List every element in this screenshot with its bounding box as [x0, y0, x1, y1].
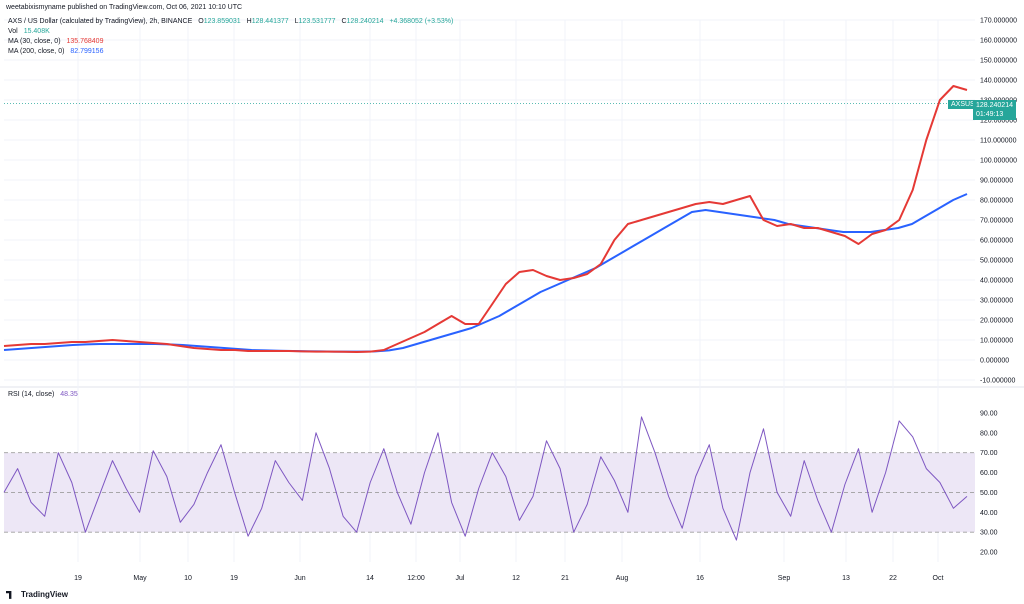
time-tick-label: Aug — [616, 575, 629, 582]
price-tick-label: 150.000000 — [980, 58, 1017, 65]
ma30-label: MA (30, close, 0) — [8, 38, 61, 45]
high-label: H — [246, 18, 252, 25]
ma30-line — [3, 85, 968, 353]
price-tick-label: 170.000000 — [980, 18, 1017, 25]
rsi-tick-label: 90.00 — [980, 410, 998, 417]
ma200-value: 82.799156 — [70, 48, 104, 55]
rsi-tick-label: 70.00 — [980, 450, 998, 457]
low-label: L — [294, 18, 299, 25]
symbol-tag: AXSUSD — [948, 100, 983, 109]
time-tick-label: Sep — [778, 575, 791, 582]
price-tick-label: 140.000000 — [980, 78, 1017, 85]
price-tick-label: 90.000000 — [980, 178, 1013, 185]
rsi-band — [4, 452, 975, 533]
time-tick-label: 10 — [184, 575, 192, 582]
volume-value: 15.408K — [23, 28, 50, 35]
low-value: 123.531777 — [298, 18, 336, 25]
price-tag: 128.240214 01:49:13 — [973, 100, 1016, 120]
ma30-series — [3, 85, 968, 353]
rsi-series — [3, 416, 968, 541]
rsi-line — [3, 416, 968, 541]
ma200-line — [3, 193, 968, 353]
publisher-caption: weetabixismyname published on TradingVie… — [6, 4, 243, 11]
rsi-label: RSI (14, close) — [8, 391, 55, 398]
time-tick-label: 14 — [366, 575, 374, 582]
rsi-tick-label: 50.00 — [980, 490, 998, 497]
time-tick-label: 16 — [696, 575, 704, 582]
rsi-tick-label: 40.00 — [980, 510, 998, 517]
time-tick-label: 19 — [230, 575, 238, 582]
time-tick-label: 12 — [512, 575, 520, 582]
high-value: 128.441377 — [251, 18, 289, 25]
ma200-legend: MA (200, close, 0) 82.799156 — [8, 48, 103, 55]
open-label: O — [198, 18, 204, 25]
volume-label: Vol — [8, 28, 18, 35]
rsi-axis: 90.00 80.00 70.00 60.00 50.00 40.00 30.00 20.00 — [980, 410, 998, 556]
close-label: C — [341, 18, 347, 25]
ma30-legend: MA (30, close, 0) 135.768409 — [8, 38, 103, 45]
price-tick-label: 120.000000 — [980, 118, 1017, 125]
rsi-tick-label: 80.00 — [980, 430, 998, 437]
rsi-value: 48.35 — [60, 391, 78, 398]
price-tick-label: 70.000000 — [980, 218, 1013, 225]
price-tick-label: 20.000000 — [980, 318, 1013, 325]
price-tick-label: 10.000000 — [980, 338, 1013, 345]
time-tick-label: 19 — [74, 575, 82, 582]
rsi-tick-label: 30.00 — [980, 530, 998, 537]
time-tick-label: Oct — [933, 575, 944, 582]
time-tick-label: May — [133, 575, 147, 582]
tradingview-logo-text: TradingView — [21, 590, 68, 599]
change-value: +4.368052 (+3.53%) — [389, 18, 454, 25]
rsi-tick-label: 20.00 — [980, 550, 998, 557]
time-tick-label: 22 — [889, 575, 897, 582]
symbol-title: AXS / US Dollar (calculated by TradingVi… — [8, 18, 193, 25]
ma200-series — [3, 193, 968, 353]
volume-legend: Vol 15.408K — [8, 28, 50, 35]
price-tick-label: -10.000000 — [980, 378, 1016, 385]
open-value: 123.859031 — [203, 18, 241, 25]
price-tick-label: 100.000000 — [980, 158, 1017, 165]
rsi-tick-label: 60.00 — [980, 470, 998, 477]
price-tick-label: 160.000000 — [980, 38, 1017, 45]
time-axis: 19 May 10 19 Jun 14 12:00 Jul 12 21 Aug 16 Sep 13 22 Oc… — [74, 575, 943, 582]
last-price: 128.240214 — [976, 102, 1013, 109]
tradingview-logo-icon — [6, 590, 12, 599]
price-tick-label: 60.000000 — [980, 238, 1013, 245]
price-tick-label: 0.000000 — [980, 358, 1009, 365]
time-tick-label: Jul — [456, 575, 465, 582]
tradingview-logo[interactable]: TradingView — [6, 590, 68, 599]
price-tick-label: 40.000000 — [980, 278, 1013, 285]
time-tick-label: 13 — [842, 575, 850, 582]
rsi-legend: RSI (14, close) 48.35 — [8, 391, 78, 398]
time-tick-label: Jun — [294, 575, 305, 582]
price-tick-label: 50.000000 — [980, 258, 1013, 265]
price-tick-label: 80.000000 — [980, 198, 1013, 205]
price-tick-label: 30.000000 — [980, 298, 1013, 305]
ma30-value: 135.768409 — [66, 38, 104, 45]
ma200-label: MA (200, close, 0) — [8, 48, 65, 55]
price-axis: 170.000000 160.000000 150.000000 140.000000… — [980, 18, 1017, 385]
bar-countdown: 01:49:13 — [976, 111, 1004, 118]
symbol-legend: AXS / US Dollar (calculated by TradingVi… — [8, 18, 453, 25]
time-tick-label: 12:00 — [407, 575, 425, 582]
price-tick-label: 110.000000 — [980, 138, 1017, 145]
time-tick-label: 21 — [561, 575, 569, 582]
close-value: 128.240214 — [346, 18, 384, 25]
